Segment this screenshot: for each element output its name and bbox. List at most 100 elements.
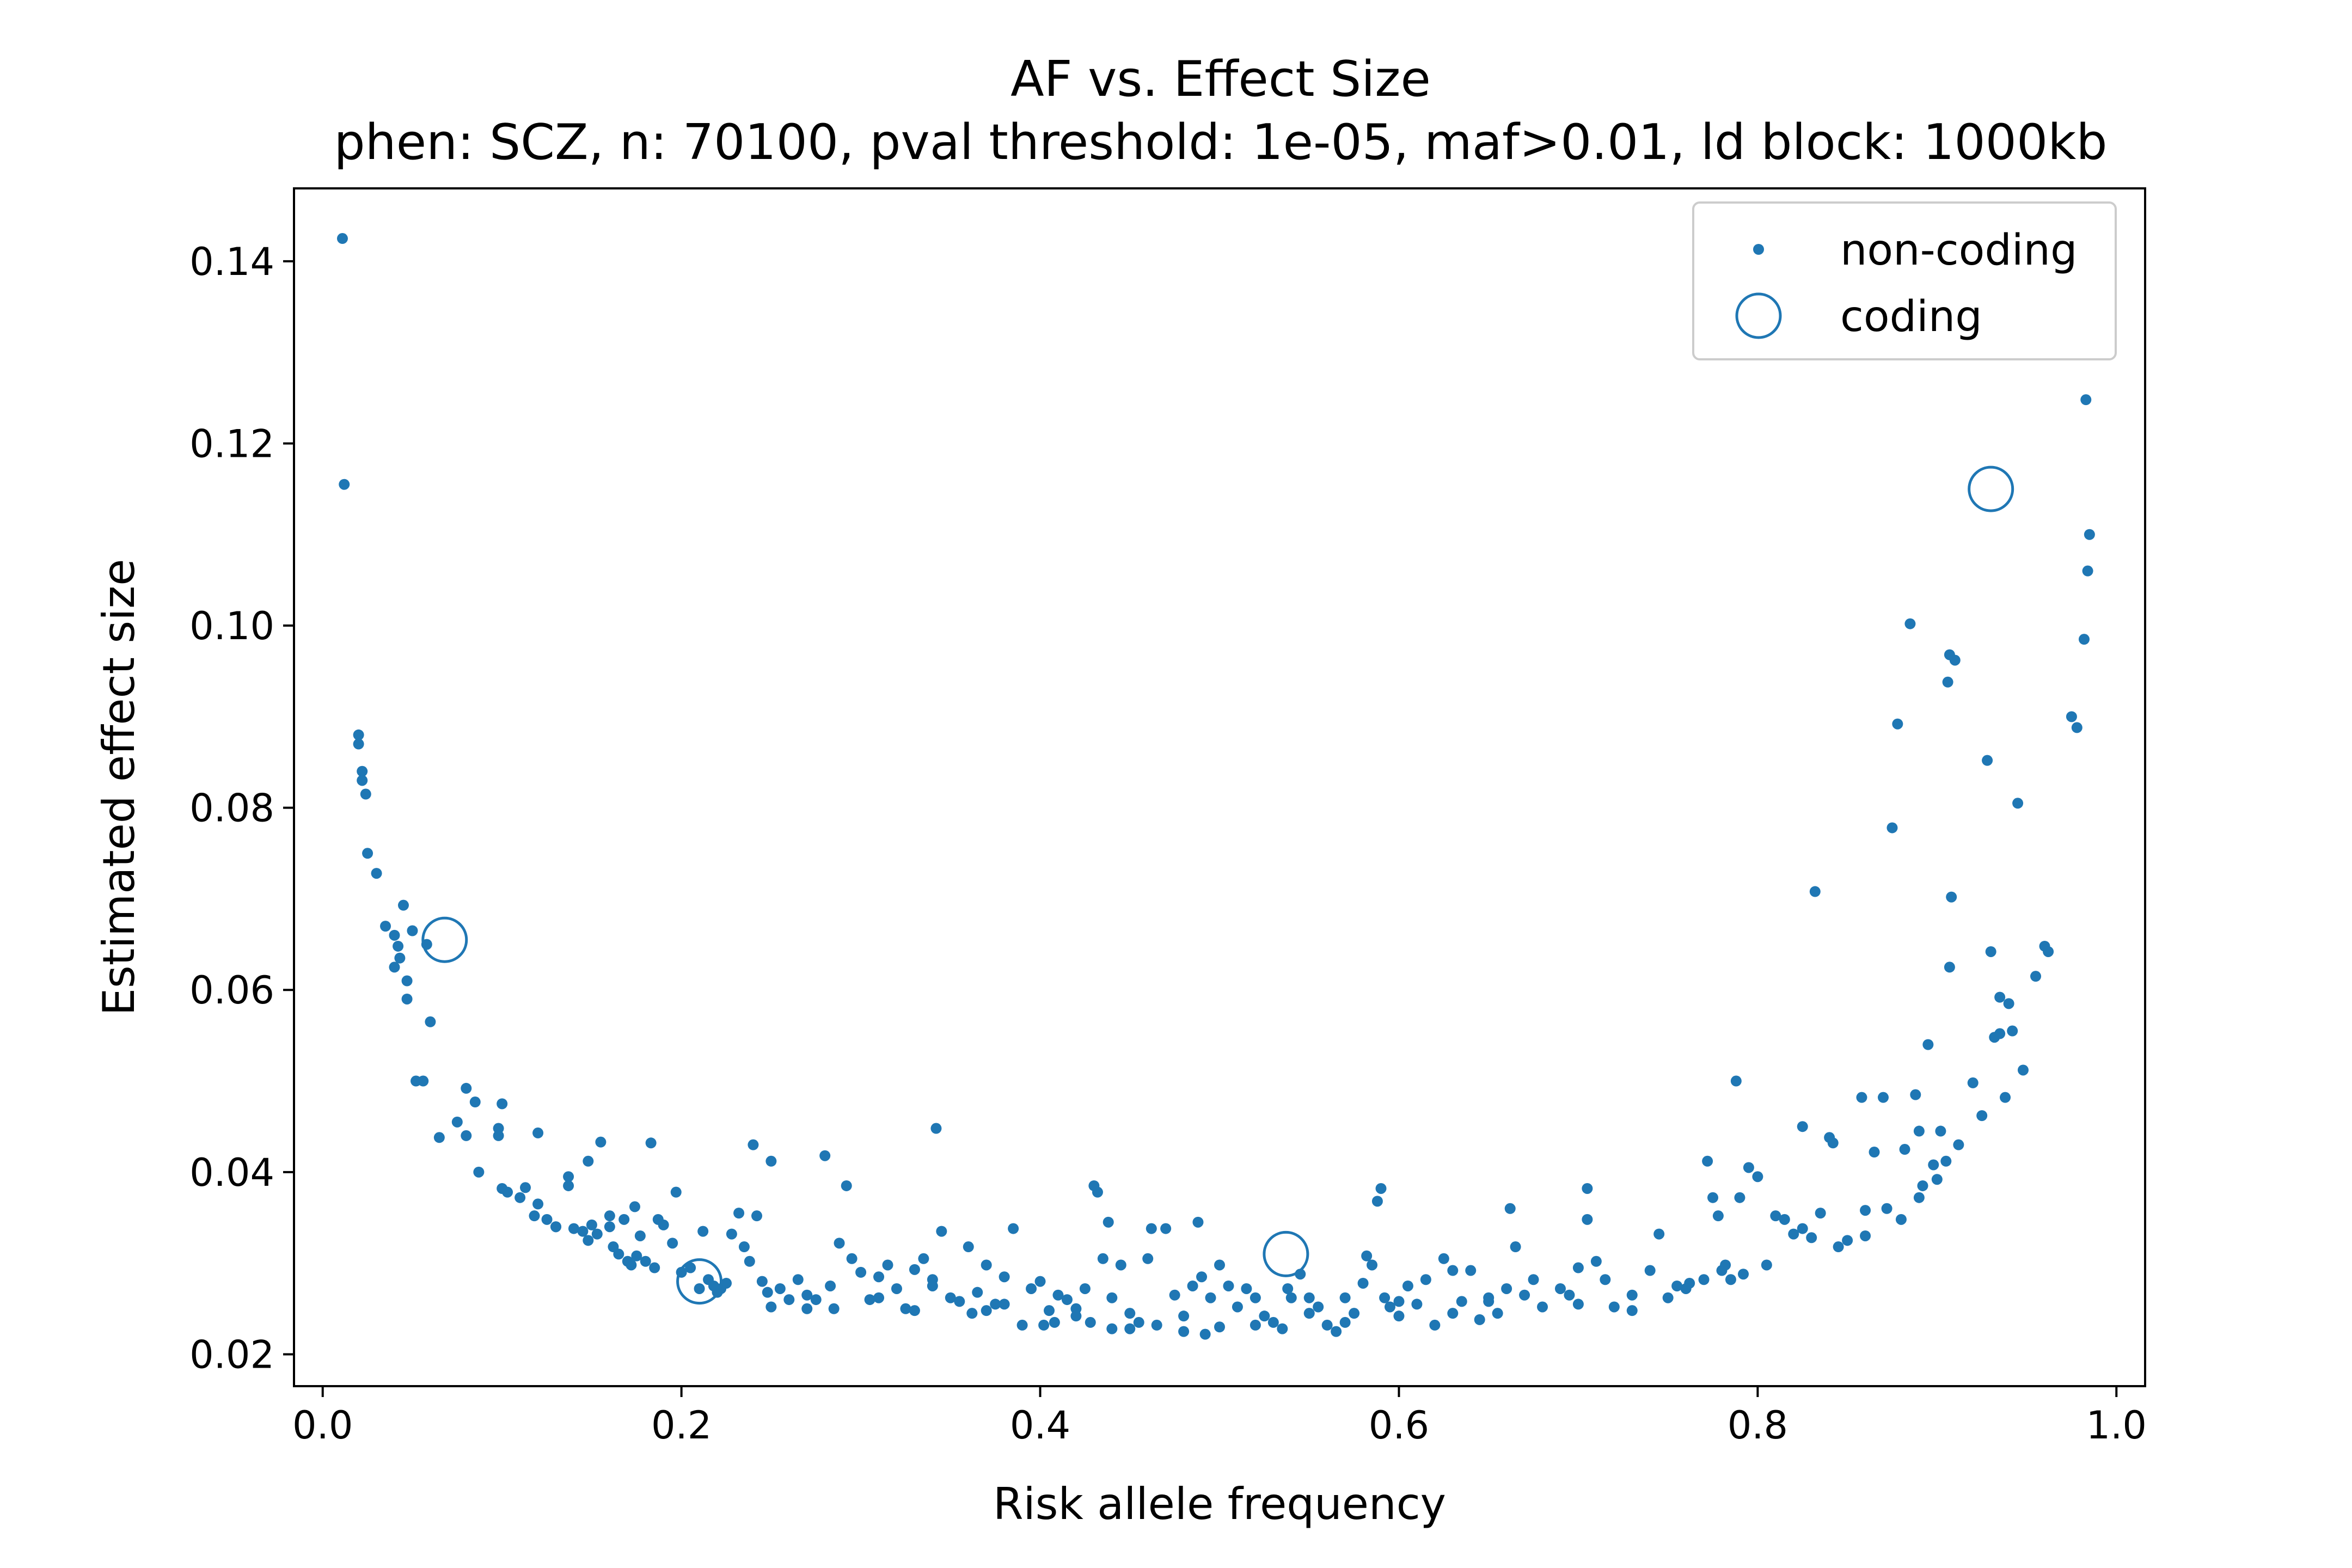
non-coding-point [1092,1186,1103,1198]
x-tick-label: 0.4 [1010,1403,1070,1448]
non-coding-point [541,1214,553,1225]
non-coding-point [393,940,404,952]
non-coding-point [2078,634,2090,645]
non-coding-point [1976,1110,1988,1122]
non-coding-point [1044,1305,1055,1316]
non-coding-point [394,952,406,964]
non-coding-point [1142,1253,1154,1264]
non-coding-point [583,1235,594,1246]
non-coding-point [1214,1259,1225,1271]
non-coding-point [1379,1292,1391,1303]
non-coding-point [407,925,418,936]
non-coding-point [999,1271,1010,1283]
non-coding-point [1232,1301,1243,1313]
non-coding-point [1761,1259,1772,1271]
non-coding-point [966,1308,978,1319]
non-coding-point [1940,1155,1952,1167]
non-coding-point [401,993,413,1004]
non-coding-point [1097,1253,1108,1264]
non-coding-point [502,1186,513,1198]
non-coding-point [1034,1276,1046,1287]
non-coding-point [1554,1283,1566,1294]
non-coding-point [1931,1174,1943,1185]
non-coding-point [1572,1262,1584,1273]
non-coding-point [1702,1155,1713,1167]
non-coding-point [1393,1310,1405,1322]
non-coding-point [401,975,413,987]
non-coding-point [1877,1092,1889,1103]
non-coding-point [726,1228,737,1240]
non-coding-point [918,1253,929,1264]
non-coding-point [744,1255,755,1267]
non-coding-point [1483,1296,1494,1307]
non-coding-point [1178,1326,1190,1337]
non-coding-point [738,1241,750,1253]
non-coding-point [1124,1323,1136,1334]
non-coding-point [825,1280,836,1291]
non-coding-point [591,1228,603,1240]
non-coding-point [855,1266,867,1278]
x-tick-label: 0.0 [292,1403,353,1448]
non-coding-point [563,1171,574,1183]
non-coding-point [1626,1305,1638,1316]
non-coding-point [1582,1183,1593,1194]
non-coding-point [1169,1289,1180,1301]
legend-non-coding-label: non-coding [1840,226,2077,275]
non-coding-point [1869,1147,1880,1158]
non-coding-point [1038,1319,1050,1331]
non-coding-point [1349,1308,1360,1319]
non-coding-point [397,899,409,911]
non-coding-point [954,1296,965,1307]
non-coding-point [473,1166,485,1178]
non-coding-point [461,1082,472,1094]
non-coding-point [1371,1196,1383,1207]
y-axis: 0.02 0.04 0.06 0.08 0.10 0.12 0.14 [189,240,294,1377]
non-coding-point [1447,1265,1459,1276]
non-coding-point [1856,1092,1867,1103]
non-coding-point [2084,529,2095,540]
non-coding-point [1205,1292,1216,1303]
y-tick-label: 0.08 [189,786,274,831]
non-coding-point [2003,998,2014,1009]
non-coding-point [1393,1296,1405,1307]
non-coding-point [418,1075,429,1087]
non-coding-point [2080,394,2092,406]
non-coding-point [353,729,364,740]
non-coding-point [604,1210,615,1222]
non-coding-point [1008,1223,1019,1234]
non-coding-point [1572,1298,1584,1310]
non-coding-point [1465,1265,1477,1276]
non-coding-point [604,1221,615,1233]
non-coding-point [748,1139,759,1150]
non-coding-point [1367,1259,1378,1271]
non-coding-point [1953,1139,1964,1150]
y-tick-label: 0.14 [189,240,274,284]
y-tick-label: 0.12 [189,421,274,466]
non-coding-point [1590,1255,1602,1267]
legend-coding-marker [1735,292,1782,339]
non-coding-point [828,1303,840,1314]
non-coding-point [1917,1180,1928,1191]
non-coding-point [999,1298,1010,1310]
non-coding-point [1079,1283,1091,1294]
non-coding-point [532,1127,544,1138]
non-coding-point [1303,1292,1315,1303]
y-tick-label: 0.04 [189,1150,274,1195]
non-coding-point [1564,1289,1575,1301]
non-coding-point [1833,1241,1844,1253]
x-tick-label: 0.6 [1369,1403,1429,1448]
non-coding-point [873,1271,885,1283]
non-coding-point [1250,1292,1261,1303]
non-coding-point [1016,1319,1028,1331]
non-coding-point [765,1301,777,1313]
x-tick-label: 0.2 [651,1403,712,1448]
non-coding-point [1501,1283,1512,1294]
non-coding-point [667,1238,678,1249]
non-coding-point [981,1259,992,1271]
non-coding-point [493,1130,504,1141]
non-coding-point [1994,991,2006,1003]
non-coding-point [762,1287,773,1298]
non-coding-point [1277,1323,1288,1334]
y-tick-label: 0.06 [189,968,274,1013]
